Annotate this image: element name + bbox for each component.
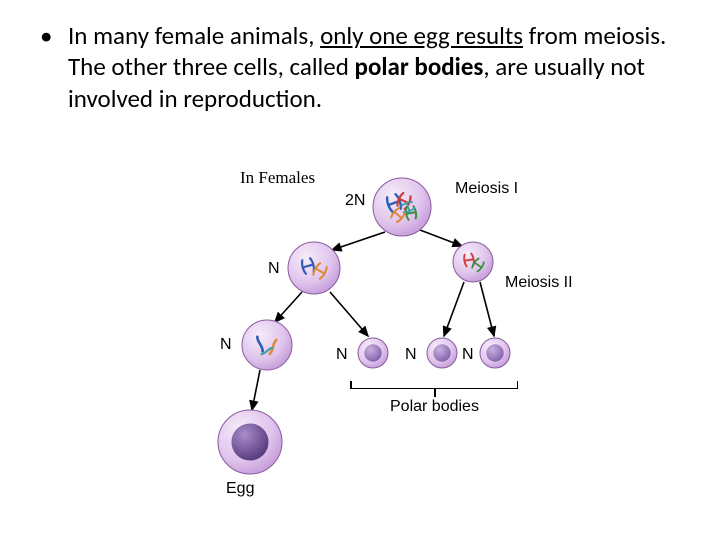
ploidy-label: 2N bbox=[345, 192, 365, 210]
cell-left2 bbox=[242, 320, 292, 370]
text-bold: polar bodies bbox=[355, 51, 484, 82]
meiosis-diagram: 2N N N N N N In Females Meiosis I Meiosis II Egg P… bbox=[180, 170, 590, 520]
cell-polar_c bbox=[480, 338, 510, 368]
polar-bodies-bracket bbox=[350, 388, 518, 389]
diagram-label: Egg bbox=[226, 480, 254, 498]
text-pre: In many female animals, bbox=[68, 20, 320, 51]
cell-polar_a bbox=[358, 338, 388, 368]
cell-parent bbox=[373, 178, 431, 236]
ploidy-label: N bbox=[462, 346, 474, 364]
diagram-label: Polar bodies bbox=[390, 398, 479, 416]
ploidy-label: N bbox=[220, 336, 232, 354]
diagram-label: Meiosis I bbox=[455, 180, 518, 198]
diagram-label: In Females bbox=[240, 168, 315, 188]
ploidy-label: N bbox=[405, 346, 417, 364]
slide: • In many female animals, only one egg r… bbox=[0, 0, 720, 540]
diagram-label: Meiosis II bbox=[505, 274, 573, 292]
cell-right1 bbox=[453, 242, 493, 282]
cell-left1 bbox=[288, 242, 340, 294]
ploidy-label: N bbox=[268, 260, 280, 278]
bullet-content: In many female animals, only one egg res… bbox=[68, 20, 670, 114]
bullet-text: • In many female animals, only one egg r… bbox=[40, 20, 670, 114]
cell-egg bbox=[218, 410, 282, 474]
ploidy-label: N bbox=[336, 346, 348, 364]
bullet-dot: • bbox=[40, 20, 52, 51]
cell-polar_b bbox=[427, 338, 457, 368]
arrow-layer bbox=[180, 170, 590, 520]
text-underlined: only one egg results bbox=[320, 20, 523, 51]
